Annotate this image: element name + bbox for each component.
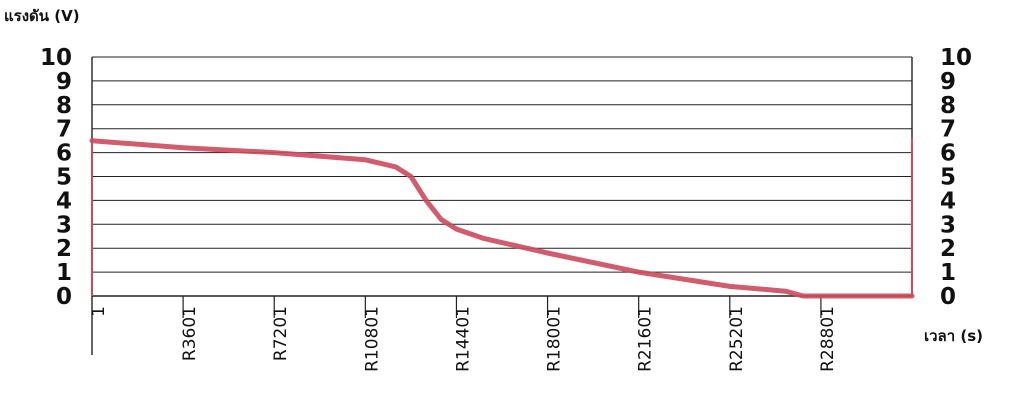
y-tick-left-6: 6 <box>56 141 72 167</box>
y-tick-left-7: 7 <box>56 117 72 143</box>
x-tick-label-R18001: R18001 <box>545 306 565 372</box>
grid-lines <box>91 56 913 355</box>
x-tick-label-R3601: R3601 <box>180 306 200 361</box>
y-tick-left-10: 10 <box>40 45 72 71</box>
x-tick-labels: 1 R3601 R7201 R10801 R14401 R18001 R21601 R2520… <box>89 296 838 372</box>
y-tick-right-0: 0 <box>940 284 956 310</box>
y-tick-left-9: 9 <box>56 69 72 95</box>
y-tick-left-8: 8 <box>56 93 72 119</box>
y-tick-right-1: 1 <box>940 260 956 286</box>
x-axis-title: เวลา (s) <box>924 327 984 345</box>
y-tick-right-6: 6 <box>940 141 956 167</box>
y-tick-left-1: 1 <box>56 260 72 286</box>
x-tick-label-R25201: R25201 <box>727 306 747 372</box>
y-tick-right-4: 4 <box>940 188 956 214</box>
y-tick-left-4: 4 <box>56 188 72 214</box>
y-tick-right-7: 7 <box>940 117 956 143</box>
x-tick-label-R7201: R7201 <box>271 306 291 361</box>
series-line-0 <box>89 138 915 299</box>
y-tick-right-3: 3 <box>940 212 956 238</box>
y-tick-left-5: 5 <box>56 165 72 191</box>
series-group <box>89 138 915 299</box>
y-axis-title: แรงดัน (V) <box>4 7 80 25</box>
x-tick-label-R14401: R14401 <box>453 306 473 372</box>
y-tick-left-0: 0 <box>56 284 72 310</box>
y-tick-left-2: 2 <box>56 236 72 262</box>
y-tick-left-3: 3 <box>56 212 72 238</box>
y-tick-right-8: 8 <box>940 93 956 119</box>
y-tick-right-9: 9 <box>940 69 956 95</box>
y-tick-right-2: 2 <box>940 236 956 262</box>
x-tick-label-R28801: R28801 <box>818 306 838 372</box>
x-tick-label-R10801: R10801 <box>362 306 382 372</box>
x-tick-label-R21601: R21601 <box>636 306 656 372</box>
y-tick-right-10: 10 <box>940 45 972 71</box>
y-tick-right-5: 5 <box>940 165 956 191</box>
x-tick-label-1: 1 <box>89 306 109 317</box>
